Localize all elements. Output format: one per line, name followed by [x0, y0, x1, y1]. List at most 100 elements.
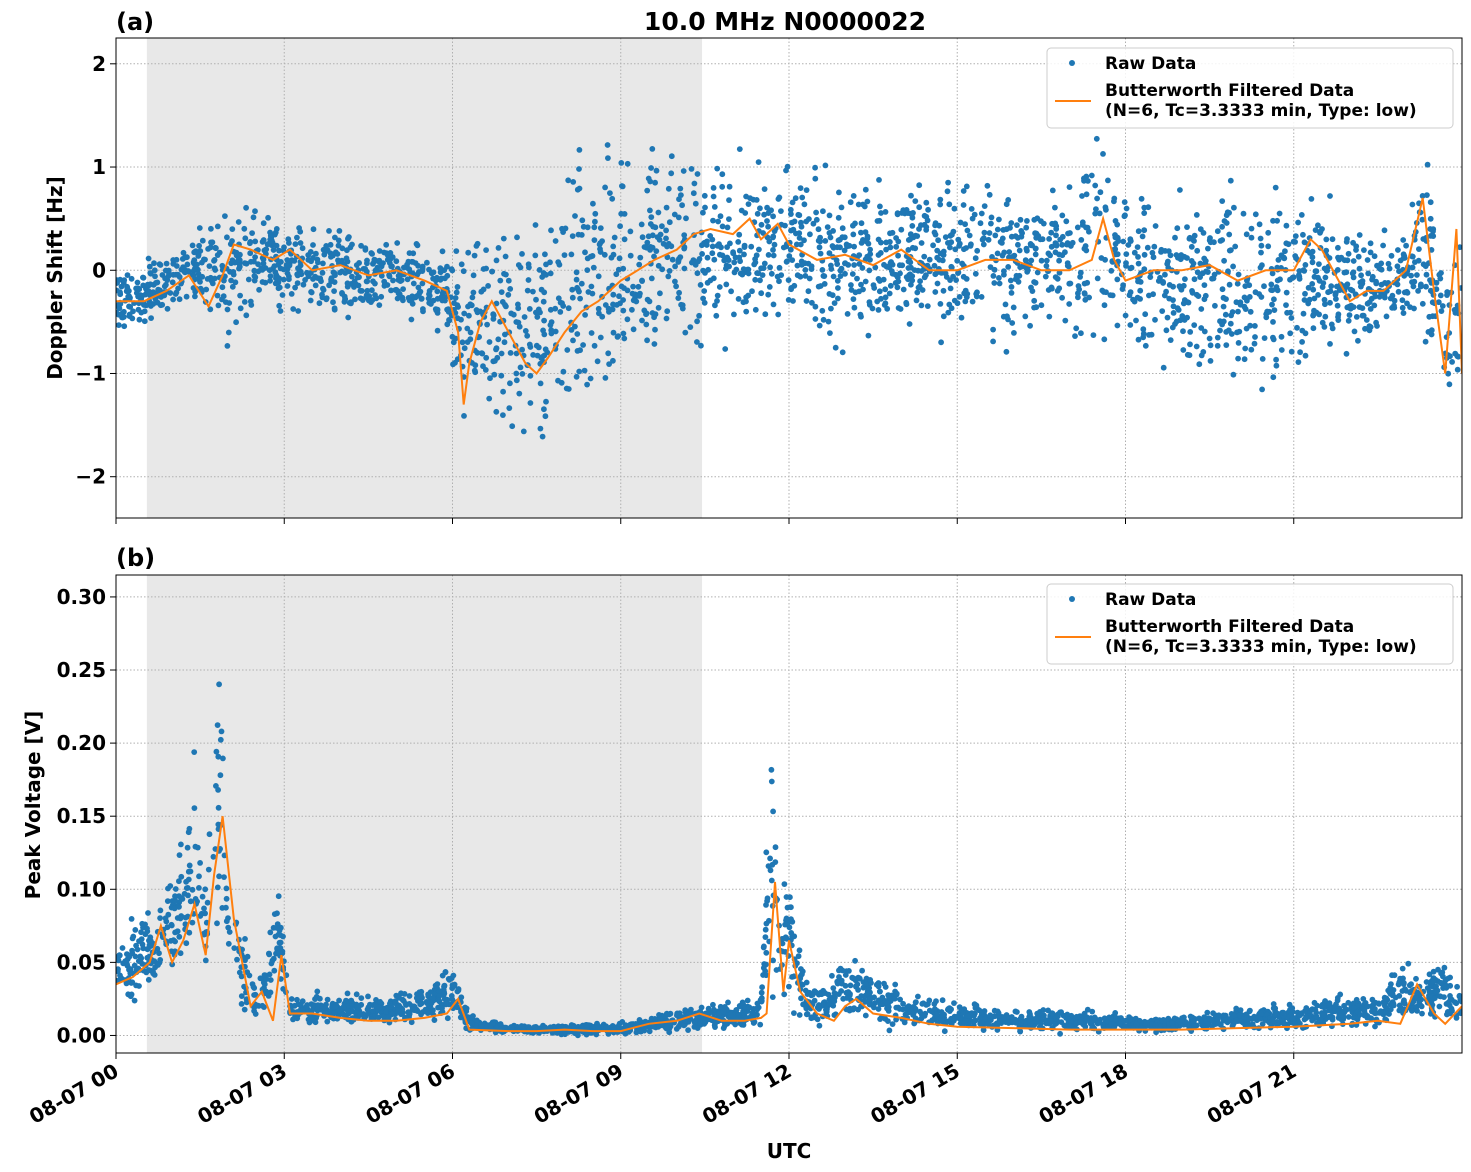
raw-data-point	[1388, 252, 1395, 259]
raw-data-point	[580, 223, 587, 230]
raw-data-point	[297, 240, 304, 246]
raw-data-point	[828, 305, 834, 312]
raw-data-point	[1053, 240, 1059, 247]
raw-data-point	[1229, 309, 1236, 315]
raw-data-point	[572, 323, 578, 330]
raw-data-point	[349, 241, 355, 248]
raw-data-point	[157, 915, 164, 921]
raw-data-point	[170, 296, 177, 303]
raw-data-point	[923, 199, 930, 206]
raw-data-point	[211, 257, 218, 263]
raw-data-point	[984, 182, 991, 189]
raw-data-point	[467, 301, 474, 308]
raw-data-point	[1446, 381, 1453, 388]
raw-data-point	[1164, 314, 1171, 321]
raw-data-point	[203, 286, 210, 293]
raw-data-point	[1341, 257, 1348, 264]
raw-data-point	[1003, 348, 1010, 355]
raw-data-point	[381, 278, 388, 285]
raw-data-point	[339, 245, 346, 252]
raw-data-point	[635, 283, 642, 290]
raw-data-point	[509, 423, 516, 430]
raw-data-point	[913, 297, 920, 304]
raw-data-point	[1252, 334, 1258, 340]
raw-data-point	[629, 290, 636, 297]
raw-data-point	[955, 236, 962, 243]
raw-data-point	[394, 288, 401, 294]
raw-data-point	[537, 425, 544, 432]
raw-data-point	[710, 217, 716, 224]
raw-data-point	[569, 286, 576, 293]
raw-data-point	[359, 288, 365, 294]
raw-data-point	[454, 284, 461, 290]
raw-data-point	[968, 241, 974, 248]
raw-data-point	[1289, 1005, 1296, 1011]
raw-data-point	[484, 321, 490, 328]
raw-data-point	[236, 263, 243, 270]
raw-data-point	[389, 254, 396, 260]
raw-data-point	[1428, 327, 1435, 334]
raw-data-point	[672, 263, 678, 270]
raw-data-point	[266, 971, 273, 978]
raw-data-point	[1182, 276, 1188, 282]
raw-data-point	[1152, 223, 1159, 229]
raw-data-point	[190, 272, 197, 279]
raw-data-point	[1266, 308, 1273, 315]
raw-data-point	[261, 247, 268, 254]
raw-data-point	[987, 264, 994, 270]
raw-data-point	[723, 281, 730, 288]
raw-data-point	[255, 261, 261, 268]
raw-data-point	[616, 255, 623, 262]
raw-data-point	[726, 183, 733, 190]
raw-data-point	[1149, 249, 1156, 256]
raw-data-point	[893, 243, 900, 250]
raw-data-point	[1031, 304, 1037, 311]
raw-data-point	[1309, 254, 1316, 261]
raw-data-point	[1034, 269, 1041, 276]
raw-data-point	[1327, 193, 1333, 199]
raw-data-point	[1114, 276, 1121, 283]
raw-data-point	[680, 168, 687, 174]
raw-data-point	[1364, 257, 1371, 263]
raw-data-point	[610, 243, 617, 250]
raw-data-point	[856, 252, 863, 258]
raw-data-point	[174, 915, 181, 921]
raw-data-point	[144, 925, 150, 932]
raw-data-point	[595, 1025, 602, 1031]
raw-data-point	[1010, 304, 1017, 311]
raw-data-point	[1114, 221, 1121, 228]
raw-data-point	[781, 991, 788, 998]
raw-data-point	[1172, 234, 1178, 241]
raw-data-point	[1244, 277, 1250, 284]
raw-data-point	[272, 231, 278, 238]
raw-data-point	[1372, 293, 1379, 300]
raw-data-point	[1288, 315, 1295, 321]
raw-data-point	[1405, 960, 1412, 967]
raw-data-point	[183, 940, 190, 947]
raw-data-point	[436, 992, 443, 999]
raw-data-point	[643, 311, 649, 318]
raw-data-point	[1241, 356, 1248, 363]
raw-data-point	[909, 223, 916, 229]
legend-filtered-label-a-0: Butterworth Filtered Data	[1105, 81, 1354, 101]
raw-data-point	[1049, 1010, 1056, 1017]
raw-data-point	[810, 220, 817, 227]
raw-data-point	[1408, 981, 1414, 988]
raw-data-point	[507, 350, 514, 356]
raw-data-point	[430, 275, 436, 282]
raw-data-point	[1456, 244, 1462, 251]
raw-data-point	[1310, 312, 1316, 319]
raw-data-point	[841, 234, 848, 241]
raw-data-point	[798, 219, 804, 226]
raw-data-point	[806, 216, 812, 222]
raw-data-point	[1049, 187, 1056, 194]
raw-data-point	[1357, 279, 1364, 286]
raw-data-point	[1378, 281, 1385, 288]
raw-data-point	[534, 352, 541, 359]
raw-data-point	[992, 232, 999, 239]
raw-data-point	[776, 264, 783, 271]
raw-data-point	[655, 262, 662, 269]
raw-data-point	[768, 766, 775, 773]
raw-data-point	[1301, 297, 1308, 303]
raw-data-point	[1101, 302, 1108, 309]
